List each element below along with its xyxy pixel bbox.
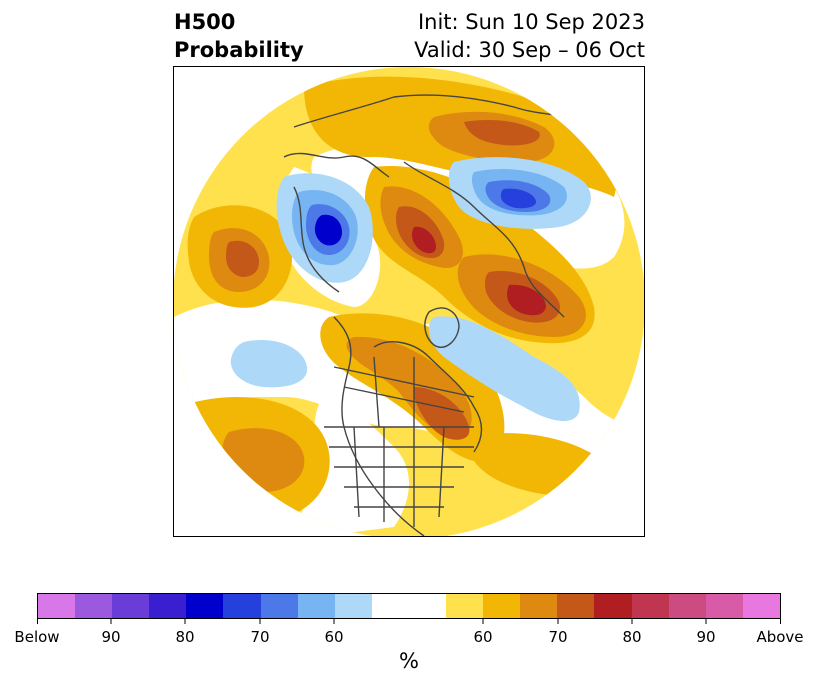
coastline-europe [293,186,340,293]
title-line-variable: H500 [174,10,236,34]
colorbar-tick-marks [37,619,781,624]
colorbar-seg-below-60 [297,594,335,618]
polar-map [173,66,645,537]
colorbar-tick-below: Below [14,628,60,646]
colorbar-seg-above-85 [668,594,706,618]
high-center-deep [411,226,436,254]
colorbar-seg-below-75 [186,594,224,618]
title-line-type: Probability [174,38,304,62]
probability-field [174,67,644,536]
colorbar-tick-above: Above [756,628,804,646]
colorbar-tick-above-70: 70 [548,628,568,646]
map-title: H500 Probability [174,8,304,64]
valid-date-label: Valid: 30 Sep – 06 Oct [414,38,645,62]
low-arctic-light [428,316,580,422]
colorbar-seg-below-85 [112,594,150,618]
colorbar-tick-above-60: 60 [473,628,493,646]
colorbar [37,593,781,619]
low-north-core [500,188,537,209]
colorbar-seg-below-55 [334,594,372,618]
colorbar-seg-below-65 [260,594,298,618]
canada-provinces [333,356,475,428]
colorbar-tick-below-80: 80 [175,628,195,646]
colorbar-seg-below-90 [75,594,113,618]
high-east-deep [507,284,546,316]
colorbar-seg-neutral [371,594,447,618]
colorbar-seg-above-60 [483,594,521,618]
map-dates: Init: Sun 10 Sep 2023 Valid: 30 Sep – 06… [414,8,645,64]
map-canvas [174,67,644,536]
usa-states-grid [324,426,474,527]
colorbar-tick-below-60: 60 [324,628,344,646]
high-north-red [464,120,540,146]
low-west-core [314,214,342,246]
colorbar-tick-below-90: 90 [101,628,121,646]
init-date-label: Init: Sun 10 Sep 2023 [417,10,645,34]
colorbar-seg-below-95 [38,594,76,618]
colorbar-seg-above-90 [705,594,743,618]
coastlines [283,94,595,536]
colorbar-seg-below-80 [149,594,187,618]
colorbar-tick-above-80: 80 [622,628,642,646]
colorbar-tick-above-90: 90 [696,628,716,646]
colorbar-unit-label: % [399,649,419,673]
colorbar-seg-below-70 [223,594,261,618]
colorbar-seg-above-70 [557,594,595,618]
colorbar-tick-below-70: 70 [250,628,270,646]
colorbar-seg-above-75 [594,594,632,618]
coastline-greenland [424,307,460,348]
colorbar-seg-above-65 [520,594,558,618]
high-west-red [226,240,259,277]
colorbar-seg-above-55 [446,594,484,618]
colorbar-seg-above-95 [742,594,780,618]
low-pacific-light [230,339,308,388]
colorbar-seg-above-80 [631,594,669,618]
